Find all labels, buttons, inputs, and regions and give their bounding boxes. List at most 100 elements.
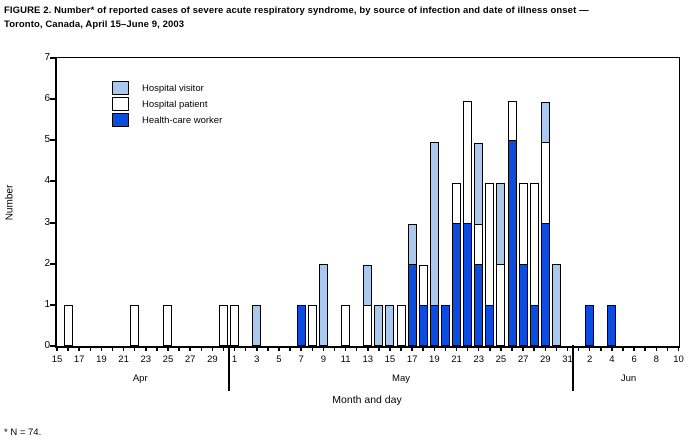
x-tick-label: 29 [207, 354, 218, 365]
y-tick-label: 7 [44, 52, 50, 63]
x-tick [56, 347, 58, 351]
x-tick-label: 17 [406, 354, 418, 365]
bar-apr-16 [63, 58, 73, 346]
x-tick-label: 27 [184, 354, 196, 365]
bar-may-24 [485, 58, 495, 346]
y-tick-label: 1 [44, 298, 50, 310]
x-tick-label: 19 [429, 354, 440, 365]
x-tick [544, 347, 547, 351]
x-tick [145, 347, 147, 351]
bar-may-7 [296, 58, 306, 346]
bar-segment-patient [463, 100, 473, 225]
x-tick [200, 347, 203, 351]
x-tick-label: 9 [320, 354, 326, 365]
bar-segment-visitor [385, 304, 395, 346]
bar-segment-patient [130, 304, 140, 346]
x-tick [267, 347, 269, 351]
legend: Hospital visitor Hospital patient Health… [112, 80, 222, 128]
bar-may-20 [440, 58, 450, 346]
x-tick [100, 347, 103, 351]
x-tick [222, 347, 225, 351]
bar-may-25 [496, 58, 506, 346]
bar-may-23 [474, 58, 484, 346]
x-tick [211, 347, 214, 351]
bar-may-8 [307, 58, 317, 346]
footnote: * N = 74. [4, 427, 42, 438]
bar-segment-hcw [407, 263, 417, 346]
legend-label: Health-care worker [142, 114, 223, 126]
legend-item-hospital-visitor: Hospital visitor [112, 80, 222, 96]
x-tick [566, 347, 569, 351]
x-tick-label: 3 [254, 354, 260, 365]
x-tick [289, 347, 291, 351]
x-tick [466, 347, 469, 351]
plot-area [55, 57, 680, 348]
y-tick [50, 139, 55, 142]
x-tick [378, 347, 380, 351]
bar-jun-2 [585, 58, 595, 346]
bar-segment-visitor [363, 265, 373, 307]
bar-segment-patient [518, 182, 528, 266]
bar-may-11 [341, 58, 351, 346]
month-label-jun: Jun [620, 373, 637, 384]
y-tick-label: 2 [44, 257, 50, 269]
bar-segment-visitor [429, 141, 439, 307]
bar-segment-patient [507, 100, 517, 142]
bar-segment-patient [63, 304, 73, 346]
bar-segment-visitor [374, 304, 384, 346]
bar-may-19 [429, 58, 439, 346]
x-tick [78, 347, 80, 351]
bar-segment-hcw [463, 222, 473, 346]
x-tick [167, 347, 169, 351]
bar-segment-visitor [540, 102, 550, 144]
bar-segment-hcw [529, 304, 539, 346]
bar-jun-4 [607, 58, 617, 346]
x-tick [577, 347, 580, 351]
bar-segment-visitor [318, 263, 328, 346]
x-tick [411, 347, 413, 351]
x-tick [588, 347, 591, 351]
y-tick-label: 6 [44, 93, 50, 105]
figure-title-line-2: Toronto, Canada, April 15–June 9, 2003 [4, 19, 185, 30]
x-tick [500, 347, 502, 351]
bar-apr-30 [218, 58, 228, 346]
bar-segment-hcw [540, 222, 550, 346]
x-tick-label: 31 [562, 354, 573, 365]
x-tick [644, 347, 646, 351]
x-tick [189, 347, 191, 351]
x-axis-title: Month and day [332, 394, 402, 406]
month-separator [228, 345, 231, 391]
x-tick [367, 347, 369, 351]
bar-may-3 [252, 58, 262, 346]
bar-may-18 [418, 58, 428, 346]
x-tick [611, 347, 613, 351]
x-tick-label: 13 [362, 354, 374, 365]
x-tick [655, 347, 658, 351]
x-tick-label: 17 [73, 354, 85, 365]
bar-segment-hcw [474, 263, 484, 346]
bar-may-13 [363, 58, 373, 346]
bar-segment-patient [363, 304, 373, 346]
bar-may-30 [551, 58, 561, 346]
bar-segment-hcw [585, 304, 595, 346]
x-tick [355, 347, 358, 351]
bar-segment-visitor [551, 263, 561, 346]
legend-item-health-care-worker: Health-care worker [112, 112, 222, 128]
y-tick [50, 98, 55, 101]
bar-segment-patient [341, 304, 351, 346]
bar-segment-hcw [418, 304, 428, 346]
x-tick-label: 7 [298, 354, 304, 365]
bar-segment-patient [307, 304, 317, 346]
x-tick [622, 347, 624, 351]
x-tick [533, 347, 535, 351]
bar-apr-22 [130, 58, 140, 346]
bar-segment-visitor [474, 143, 484, 226]
bar-segment-visitor [252, 304, 262, 346]
x-tick [233, 347, 236, 351]
bar-segment-hcw [296, 304, 306, 346]
x-tick [256, 347, 258, 351]
x-tick-label: 15 [51, 354, 63, 365]
x-tick-label: 15 [384, 354, 396, 365]
x-tick [322, 347, 325, 351]
